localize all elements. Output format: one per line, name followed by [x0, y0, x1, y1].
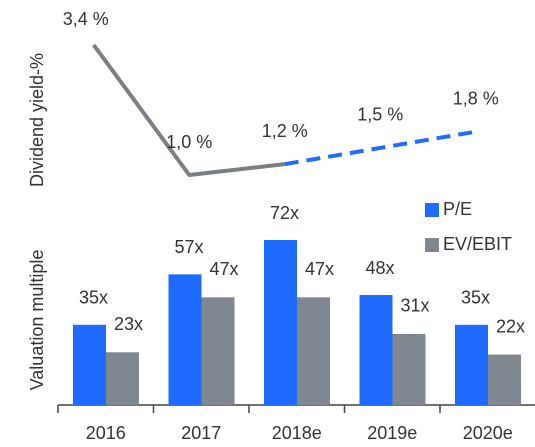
bar: [73, 324, 106, 405]
dividend-line: [92, 43, 285, 177]
legend-swatch: [425, 238, 439, 252]
bar: [455, 324, 488, 405]
data-label: 22x: [496, 316, 525, 336]
x-tick-label: 2018e: [272, 423, 322, 443]
data-label: 47x: [305, 259, 334, 279]
data-label: 57x: [174, 237, 203, 257]
x-tick-label: 2019e: [367, 423, 417, 443]
bar: [264, 240, 297, 405]
x-tick-label: 2017: [181, 423, 221, 443]
bar: [297, 297, 330, 405]
legend-label: P/E: [443, 199, 472, 219]
data-label: 48x: [365, 258, 394, 278]
bar: [106, 352, 139, 405]
bar: [488, 354, 521, 405]
y-axis-label: Dividend yield-%: [27, 53, 47, 187]
data-label: 1,8 %: [453, 88, 499, 108]
x-tick-label: 2016: [86, 423, 126, 443]
data-label: 35x: [79, 288, 108, 308]
data-label: 31x: [400, 296, 429, 316]
legend-label: EV/EBIT: [443, 234, 512, 254]
bar: [168, 274, 202, 405]
data-label: 1,2 %: [262, 121, 308, 141]
x-tick-label: 2020e: [463, 423, 513, 443]
y-axis-label: Valuation multiple: [27, 250, 47, 391]
bar: [392, 333, 426, 405]
data-label: 23x: [114, 314, 143, 334]
data-label: 1,5 %: [357, 105, 403, 125]
bar: [359, 295, 393, 405]
dividend-line: [284, 129, 477, 167]
data-label: 3,4 %: [63, 9, 109, 29]
data-label: 1,0 %: [166, 132, 212, 152]
data-label: 35x: [461, 288, 490, 308]
bar: [201, 297, 235, 405]
legend-swatch: [425, 203, 439, 217]
data-label: 47x: [209, 259, 238, 279]
data-label: 72x: [270, 203, 299, 223]
